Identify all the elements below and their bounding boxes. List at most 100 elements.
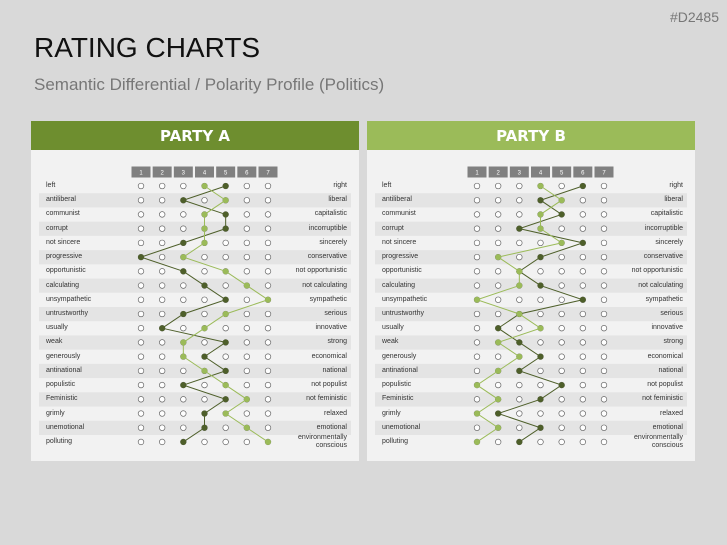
scale-point xyxy=(516,211,523,218)
profile-point xyxy=(537,396,544,403)
column-label: 1 xyxy=(475,171,479,177)
scale-point xyxy=(495,381,502,389)
right-label: incorruptible xyxy=(308,224,347,232)
scale-point xyxy=(600,225,608,232)
scale-point xyxy=(243,339,250,346)
scale-point xyxy=(495,296,502,303)
profile-point xyxy=(516,438,523,445)
left-label: usually xyxy=(382,324,404,332)
profile-point xyxy=(495,410,502,417)
left-label: antiliberal xyxy=(46,196,76,204)
scale-point xyxy=(243,438,250,446)
row-band xyxy=(375,250,687,265)
scale-point xyxy=(159,239,166,247)
scale-point xyxy=(600,381,608,389)
right-label: national xyxy=(322,366,347,374)
scale-point xyxy=(473,310,481,318)
scale-point xyxy=(159,282,166,289)
scale-point xyxy=(495,239,502,247)
profile-point xyxy=(537,197,544,204)
scale-point xyxy=(600,353,608,360)
profile-point xyxy=(579,183,586,189)
scale-point xyxy=(558,253,565,261)
right-label: not populist xyxy=(647,381,683,389)
left-label: unsympathetic xyxy=(46,295,92,303)
scale-point xyxy=(137,268,145,275)
profile-point xyxy=(180,353,187,360)
scale-point xyxy=(558,410,565,417)
profile-point xyxy=(159,325,166,332)
column-header xyxy=(466,165,488,179)
left-label: progressive xyxy=(46,253,83,261)
scale-point xyxy=(243,325,250,332)
right-label: strong xyxy=(327,338,347,346)
scale-point xyxy=(537,438,544,446)
left-label: unemotional xyxy=(46,423,85,431)
slide-title: RATING CHARTS xyxy=(34,32,261,63)
left-label: untrustworthy xyxy=(382,309,425,317)
scale-point xyxy=(159,268,166,275)
profile-point xyxy=(243,396,250,403)
left-label: opportunistic xyxy=(382,267,422,275)
scale-point xyxy=(159,211,166,218)
scale-point xyxy=(600,410,608,417)
scale-point xyxy=(579,253,586,261)
right-label: right xyxy=(669,182,683,189)
column-header xyxy=(130,165,152,179)
right-label: incorruptible xyxy=(644,224,683,232)
scale-point xyxy=(137,239,145,247)
column-label: 3 xyxy=(518,171,522,177)
scale-point xyxy=(473,225,481,232)
row-band xyxy=(39,392,351,407)
scale-point xyxy=(558,353,565,360)
scale-point xyxy=(473,182,481,190)
scale-point xyxy=(243,211,250,218)
scale-point xyxy=(558,282,565,289)
profile-point xyxy=(201,282,208,289)
column-label: 3 xyxy=(182,171,186,177)
column-header xyxy=(257,165,279,179)
scale-point xyxy=(137,410,145,417)
right-label: liberal xyxy=(328,196,347,204)
scale-point xyxy=(558,310,565,318)
scale-point xyxy=(201,396,208,403)
row-band xyxy=(375,392,687,407)
right-label: conservative xyxy=(307,253,347,261)
scale-point xyxy=(473,424,481,431)
scale-point xyxy=(201,381,208,389)
scale-point xyxy=(473,396,481,403)
scale-point xyxy=(243,296,250,303)
scale-point xyxy=(495,225,502,232)
scale-point xyxy=(516,296,523,303)
scale-point xyxy=(243,225,250,232)
scale-point xyxy=(558,325,565,332)
profile-point xyxy=(495,339,502,346)
profile-point xyxy=(201,367,208,374)
scale-point xyxy=(159,381,166,389)
profile-point xyxy=(222,310,229,317)
profile-point xyxy=(222,211,229,218)
scale-point xyxy=(137,424,145,431)
profile-point xyxy=(222,410,229,417)
scale-point xyxy=(558,367,565,375)
row-band xyxy=(375,221,687,236)
scale-point xyxy=(180,367,187,375)
profile-point xyxy=(516,225,523,232)
scale-point xyxy=(558,396,565,403)
profile-point xyxy=(222,367,229,374)
left-label: populistic xyxy=(46,381,76,389)
scale-point xyxy=(243,197,250,204)
profile-point xyxy=(222,268,229,275)
scale-point xyxy=(579,268,586,275)
profile-point xyxy=(222,382,229,389)
profile-point xyxy=(222,225,229,232)
scale-point xyxy=(159,253,166,261)
scale-point xyxy=(137,182,145,190)
row-band xyxy=(39,193,351,208)
slide-subtitle: Semantic Differential / Polarity Profile… xyxy=(34,75,385,94)
profile-point xyxy=(180,268,187,275)
scale-point xyxy=(600,310,608,318)
column-header xyxy=(172,165,194,179)
profile-point xyxy=(537,353,544,360)
